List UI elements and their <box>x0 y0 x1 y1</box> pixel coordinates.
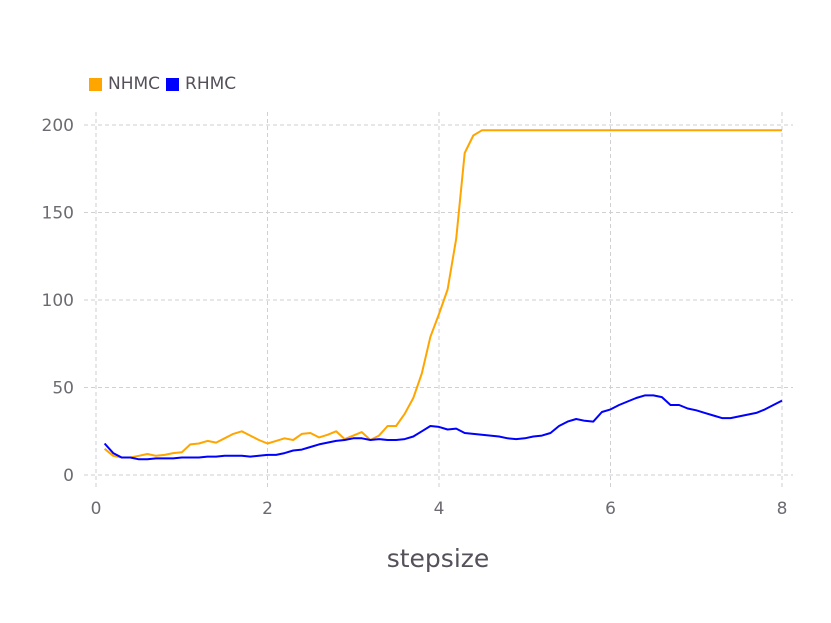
x-tick-label: 4 <box>434 499 445 519</box>
x-tick-label: 2 <box>262 499 273 519</box>
x-tick-label: 8 <box>777 499 788 519</box>
y-tick-label: 100 <box>42 291 74 311</box>
y-tick-label: 200 <box>42 116 74 136</box>
x-axis-label: stepsize <box>387 544 490 573</box>
x-tick-label: 0 <box>91 499 102 519</box>
series-line-nhmc <box>103 129 782 459</box>
legend-label-nhmc: NHMC <box>108 74 161 94</box>
legend-item-rhmc[interactable]: RHMC <box>166 74 236 94</box>
y-tick-label: 0 <box>63 466 74 486</box>
grid <box>84 112 793 487</box>
series-line-rhmc <box>103 394 783 461</box>
y-tick-label: 150 <box>42 204 74 224</box>
x-tick-label: 6 <box>605 499 616 519</box>
legend-swatch-nhmc <box>89 77 102 91</box>
legend-item-nhmc[interactable]: NHMC <box>89 74 160 94</box>
series-lines <box>103 129 783 461</box>
y-tick-label: 50 <box>52 379 74 399</box>
y-axis-ticks: 0 50 100 150 200 <box>42 116 74 486</box>
legend-label-rhmc: RHMC <box>185 74 237 94</box>
x-axis-ticks: 0 2 4 6 8 <box>91 499 788 519</box>
legend: NHMC RHMC <box>89 74 242 94</box>
legend-swatch-rhmc <box>166 77 180 91</box>
